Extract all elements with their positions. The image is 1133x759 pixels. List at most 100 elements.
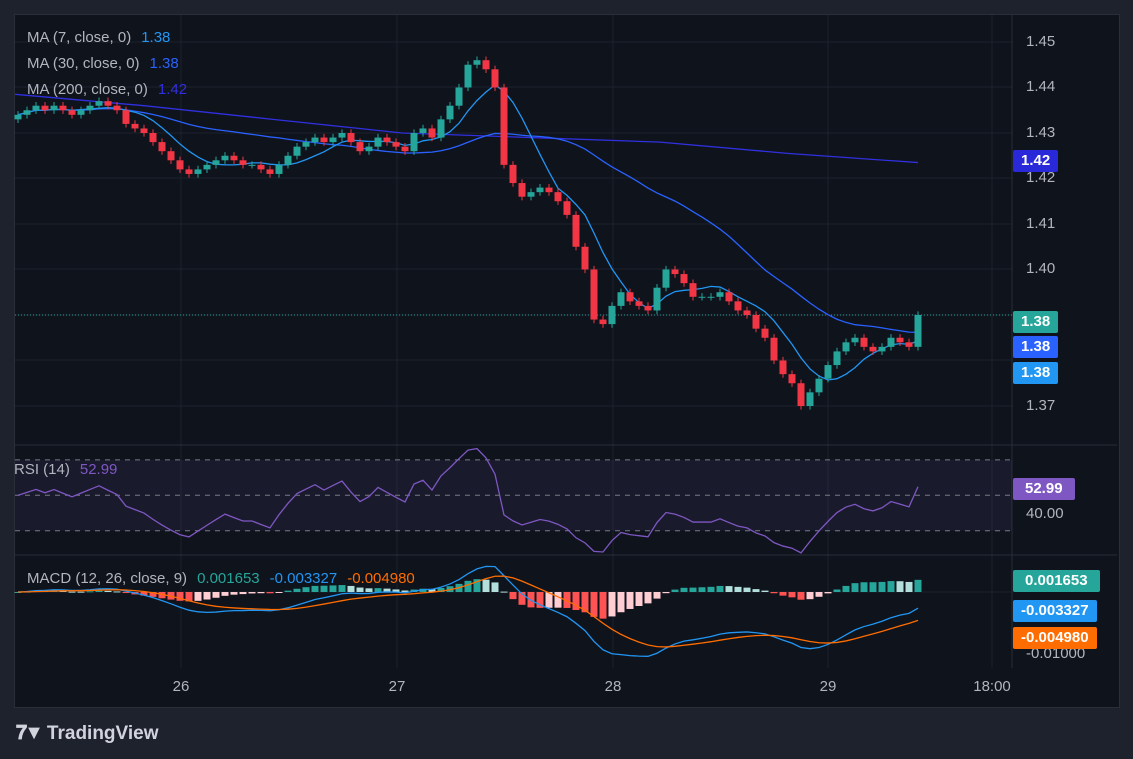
- candle-body: [716, 292, 724, 297]
- macd-histogram-bar: [113, 591, 121, 593]
- macd-histogram-bar: [590, 592, 598, 617]
- candle-body: [851, 337, 859, 343]
- candle-body: [527, 192, 535, 197]
- candle-body: [284, 155, 292, 165]
- candle-body: [563, 201, 571, 215]
- macd-histogram-bar: [302, 587, 310, 592]
- macd-histogram-bar: [662, 592, 670, 594]
- legend-macd[interactable]: MACD (12, 26, close, 9) 0.001653 -0.003327…: [27, 570, 415, 587]
- candle-body: [653, 287, 661, 311]
- candle-body: [86, 105, 94, 111]
- macd-histogram-bar: [428, 589, 436, 592]
- legend-ma200[interactable]: MA (200, close, 0) 1.42: [27, 81, 187, 98]
- macd-histogram-bar: [221, 592, 229, 596]
- macd-histogram-bar: [464, 580, 472, 592]
- candle-body: [347, 133, 355, 143]
- macd-histogram-bar: [338, 585, 346, 592]
- macd-histogram-bar: [149, 592, 157, 597]
- legend-label: MA (30, close, 0): [27, 55, 140, 72]
- macd-histogram-bar: [86, 591, 94, 593]
- macd-histogram-bar: [122, 592, 130, 594]
- legend-ma30[interactable]: MA (30, close, 0) 1.38: [27, 55, 179, 72]
- candle-body: [842, 342, 850, 352]
- macd-histogram-bar: [680, 587, 688, 592]
- candle-body: [698, 296, 706, 298]
- macd-histogram-bar: [815, 592, 823, 597]
- candle-body: [860, 337, 868, 347]
- candle-body: [23, 110, 31, 115]
- candle-body: [95, 101, 103, 106]
- last-price-tag: 1.38: [1013, 311, 1059, 333]
- candle-body: [77, 110, 85, 115]
- price-tick: 1.44: [1026, 78, 1056, 95]
- candle-body: [518, 183, 526, 197]
- candle-body: [788, 374, 796, 384]
- macd-histogram-bar: [239, 592, 247, 595]
- macd-histogram-bar: [797, 592, 805, 600]
- macd-histogram-bar: [851, 583, 859, 592]
- candle-body: [320, 137, 328, 143]
- candle-body: [338, 133, 346, 138]
- legend-label: MA (200, close, 0): [27, 81, 148, 98]
- candle-body: [887, 337, 895, 347]
- candle-body: [905, 342, 913, 347]
- macd-histogram-bar: [473, 579, 481, 592]
- tradingview-logo[interactable]: 𝟕▼ TradingView: [16, 722, 159, 745]
- ma200-price-tag: 1.42: [1013, 150, 1059, 172]
- candle-body: [779, 360, 787, 375]
- candle-body: [635, 301, 643, 306]
- candle-body: [797, 383, 805, 406]
- candle-body: [815, 378, 823, 393]
- candle-body: [599, 319, 607, 325]
- candle-body: [257, 164, 265, 170]
- candle-body: [509, 164, 517, 184]
- macd-histogram-bar: [788, 592, 796, 598]
- candle-body: [50, 105, 58, 111]
- legend-value: 1.38: [149, 55, 179, 72]
- candle-body: [32, 105, 40, 111]
- price-tick: 1.41: [1026, 215, 1056, 232]
- candle-body: [689, 283, 697, 297]
- candle-body: [914, 315, 922, 347]
- candle-body: [662, 269, 670, 288]
- candle-body: [482, 60, 490, 70]
- macd-histogram-bar: [77, 591, 85, 593]
- candle-body: [572, 214, 580, 247]
- ma7-price-tag: 1.38: [1013, 362, 1059, 384]
- candle-body: [896, 337, 904, 343]
- macd-histogram-bar: [626, 592, 634, 609]
- price-tick: 1.40: [1026, 260, 1056, 277]
- macd-histogram-bar: [194, 592, 202, 601]
- candle-body: [122, 110, 130, 124]
- ma30-line: [17, 107, 919, 333]
- macd-histogram-bar: [329, 585, 337, 592]
- macd-histogram-bar: [878, 581, 886, 592]
- macd-histogram-bar: [833, 589, 841, 592]
- macd-histogram-bar: [761, 590, 769, 592]
- candle-body: [41, 105, 49, 111]
- macd-histogram-bar: [554, 592, 562, 608]
- macd-histogram-bar: [401, 590, 409, 592]
- macd-histogram-bar: [491, 582, 499, 592]
- legend-ma7[interactable]: MA (7, close, 0) 1.38: [27, 29, 170, 46]
- macd-histogram-bar: [392, 589, 400, 592]
- candle-body: [239, 160, 247, 165]
- candle-body: [806, 392, 814, 406]
- candle-body: [365, 146, 373, 152]
- legend-rsi[interactable]: RSI (14) 52.99: [14, 461, 117, 478]
- candle-body: [419, 128, 427, 133]
- macd-histogram-bar: [500, 591, 508, 593]
- macd-tag: -0.003327: [1013, 600, 1097, 622]
- candle-body: [383, 137, 391, 143]
- signal-line: [17, 575, 919, 648]
- macd-histogram-bar: [743, 587, 751, 592]
- macd-histogram-bar: [644, 592, 652, 604]
- macd-histogram-bar: [716, 585, 724, 592]
- macd-histogram-bar: [158, 592, 166, 599]
- ma7-line: [17, 84, 919, 381]
- candle-body: [14, 114, 22, 120]
- macd-histogram-bar: [842, 585, 850, 592]
- time-tick: 27: [388, 678, 406, 695]
- legend-value: 1.42: [157, 81, 188, 98]
